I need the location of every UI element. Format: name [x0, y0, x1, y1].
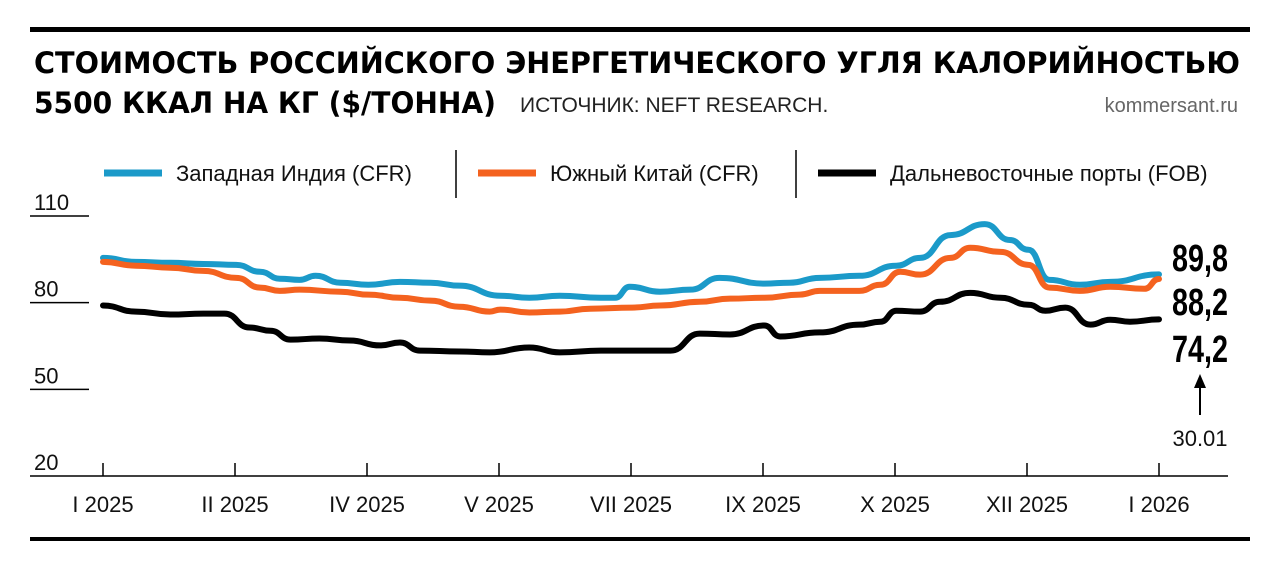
x-tick-label: X 2025: [860, 492, 930, 517]
end-date-label: 30.01: [1172, 426, 1227, 451]
source-note: ИСТОЧНИК: NEFT RESEARCH.: [520, 94, 828, 117]
y-tick-label: 80: [34, 277, 58, 302]
series-end-value: 89,8: [1172, 238, 1228, 280]
axes: 110 80 50 20 I 2025 II 2025 IV 2025 V 2025 VII 2…: [30, 190, 1228, 517]
series-line: [100, 221, 1162, 301]
arrow-head-icon: [1194, 374, 1206, 388]
series-line: [100, 289, 1162, 356]
y-tick-label: 50: [34, 363, 58, 388]
x-tick-label: V 2025: [464, 492, 534, 517]
series-end-value: 88,2: [1172, 282, 1228, 324]
x-tick-label: IV 2025: [329, 492, 405, 517]
x-tick-label: VII 2025: [590, 492, 672, 517]
legend-label: Южный Китай (CFR): [550, 161, 759, 186]
x-tick-label: I 2025: [72, 492, 133, 517]
chart-title-line2: 5500 ККАЛ НА КГ ($/ТОННА): [34, 86, 496, 120]
y-tick-label: 20: [34, 450, 58, 475]
site-credit: kommersant.ru: [1105, 95, 1238, 117]
end-labels: 89,888,2 74,2: [1172, 238, 1228, 371]
series-end-value: 74,2: [1172, 329, 1228, 371]
legend-item: Южный Китай (CFR): [478, 161, 759, 186]
chart-title-line1: СТОИМОСТЬ РОССИЙСКОГО ЭНЕРГЕТИЧЕСКОГО УГ…: [34, 46, 1240, 80]
x-tick-label: II 2025: [201, 492, 268, 517]
x-tick-label: IX 2025: [725, 492, 801, 517]
legend-item: Западная Индия (CFR): [104, 161, 412, 186]
x-tick-label: I 2026: [1128, 492, 1189, 517]
end-date-annotation: 30.01: [1172, 374, 1228, 451]
x-tick-label: XII 2025: [986, 492, 1068, 517]
series-line: [100, 244, 1162, 316]
y-tick-label: 110: [34, 190, 69, 215]
legend: Западная Индия (CFR) Южный Китай (CFR) Дал…: [104, 150, 1208, 198]
legend-label: Западная Индия (CFR): [176, 161, 412, 186]
bottom-rule: [30, 537, 1250, 541]
legend-item: Дальневосточные порты (FOB): [818, 161, 1208, 186]
top-rule: [30, 27, 1250, 32]
legend-label: Дальневосточные порты (FOB): [890, 161, 1208, 186]
series-lines: [100, 221, 1162, 356]
